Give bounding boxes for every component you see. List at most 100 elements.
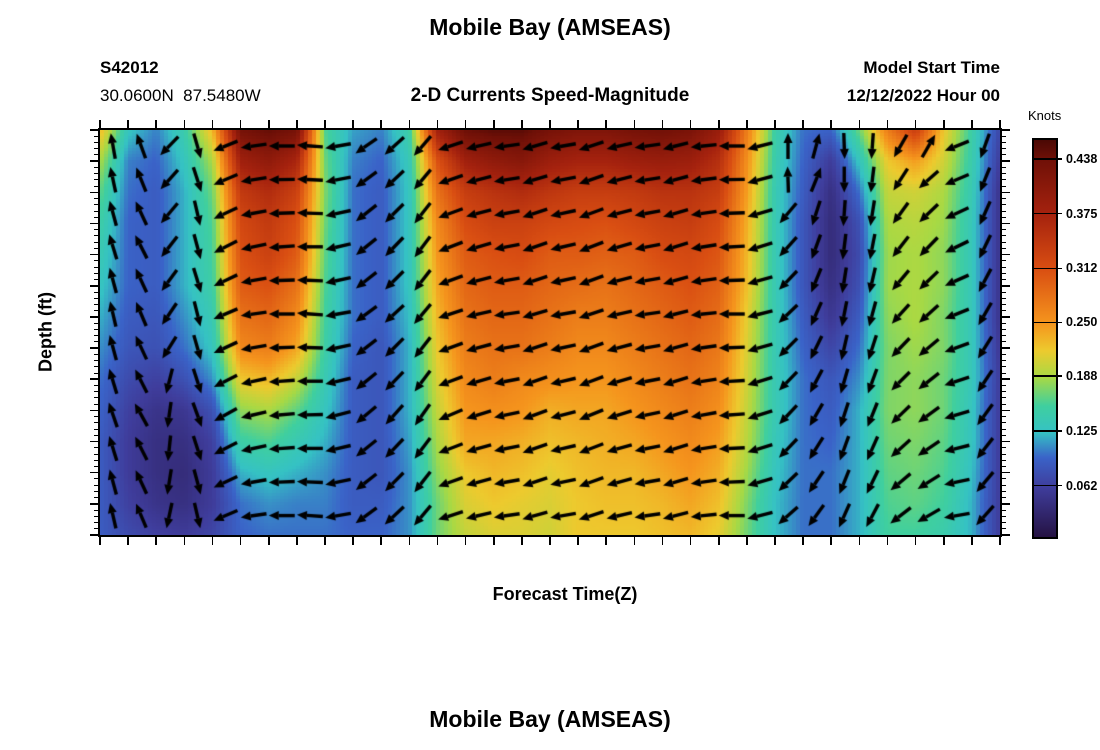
colorbar-title: Knots — [1028, 108, 1062, 123]
y-axis-title: Depth (ft) — [35, 292, 56, 372]
y-axis-tick — [90, 471, 98, 474]
y-axis-right-tick — [1002, 397, 1006, 399]
x-axis-top-tick — [436, 120, 439, 128]
y-axis-tick — [94, 366, 98, 368]
y-axis-right-tick — [1002, 303, 1006, 305]
colorbar-tick — [1034, 375, 1062, 377]
y-axis-tick — [94, 341, 98, 343]
y-axis-right-tick — [1002, 222, 1010, 225]
y-axis-tick — [94, 235, 98, 237]
y-axis-right-tick — [1002, 310, 1006, 312]
y-axis-right-tick — [1002, 534, 1010, 536]
y-axis-tick — [94, 484, 98, 486]
y-axis-tick — [94, 166, 98, 168]
x-axis-tick — [886, 537, 889, 545]
y-axis-right-tick — [1002, 471, 1010, 474]
x-axis-tick — [549, 537, 551, 545]
x-axis-top-tick — [605, 120, 608, 128]
y-axis-right-tick — [1002, 179, 1006, 181]
x-axis-top-tick — [296, 120, 298, 128]
y-axis-tick — [94, 260, 98, 262]
y-axis-tick — [94, 422, 98, 424]
panel-title: Mobile Bay (AMSEAS) — [429, 14, 671, 40]
y-axis-right-tick — [1002, 154, 1006, 156]
x-axis-tick — [774, 537, 776, 545]
colorbar-tick — [1034, 430, 1062, 432]
colorbar-tick-label: 0.250 — [1066, 315, 1098, 330]
y-axis-tick — [90, 160, 98, 162]
next-panel-title: Mobile Bay (AMSEAS) — [429, 706, 671, 732]
y-axis-tick — [94, 210, 98, 212]
y-axis-tick — [94, 135, 98, 137]
x-axis-top-tick — [717, 120, 720, 128]
x-axis-top-tick — [971, 120, 973, 128]
y-axis-right-tick — [1002, 440, 1010, 443]
model-start-time-value: 12/12/2022 Hour 00 — [846, 86, 1000, 105]
y-axis-tick — [94, 497, 98, 499]
y-axis-tick — [94, 204, 98, 206]
y-axis-right-tick — [1002, 497, 1006, 499]
y-axis-tick — [94, 335, 98, 337]
y-axis-right-tick — [1002, 434, 1006, 436]
y-axis-right-tick — [1002, 272, 1006, 274]
x-axis-tick — [436, 537, 439, 545]
x-axis-top-tick — [521, 120, 523, 128]
y-axis-right-tick — [1002, 384, 1006, 386]
y-axis-tick — [94, 391, 98, 393]
y-axis-right-tick — [1002, 198, 1006, 200]
y-axis-right-tick — [1002, 515, 1006, 517]
colorbar-tick-label: 0.062 — [1066, 478, 1098, 493]
x-axis-tick — [380, 537, 383, 545]
x-axis-top-tick — [999, 120, 1001, 128]
station-coordinates: 30.0600N 87.5480W — [100, 86, 261, 105]
y-axis-tick — [94, 522, 98, 524]
model-start-time-label: Model Start Time — [863, 58, 1000, 77]
x-axis-tick — [296, 537, 298, 545]
y-axis-right-tick — [1002, 403, 1006, 405]
y-axis-tick — [90, 316, 98, 318]
x-axis-top-tick — [99, 120, 101, 128]
x-axis-top-tick — [802, 120, 804, 128]
y-axis-right-tick — [1002, 522, 1006, 524]
y-axis-tick — [90, 222, 98, 225]
x-axis-tick — [267, 537, 270, 545]
x-axis-tick — [942, 537, 945, 545]
y-axis-tick — [94, 397, 98, 399]
y-axis-right-tick — [1002, 484, 1006, 486]
y-axis-tick — [94, 459, 98, 461]
y-axis-tick — [94, 247, 98, 249]
y-axis-tick — [94, 447, 98, 449]
y-axis-right-tick — [1002, 341, 1006, 343]
y-axis-tick — [90, 129, 98, 131]
y-axis-right-tick — [1002, 247, 1006, 249]
y-axis-right-tick — [1002, 391, 1006, 393]
x-axis-tick — [492, 537, 495, 545]
y-axis-right-tick — [1002, 478, 1006, 480]
currents-heatmap-canvas — [100, 130, 1000, 535]
colorbar — [1032, 138, 1058, 539]
y-axis-tick — [94, 528, 98, 530]
colorbar-tick-label: 0.188 — [1066, 369, 1098, 384]
y-axis-tick — [94, 185, 98, 187]
plot-area — [98, 128, 1002, 537]
y-axis-right-tick — [1002, 279, 1006, 281]
y-axis-right-tick — [1002, 216, 1006, 218]
y-axis-right-tick — [1002, 129, 1010, 131]
x-axis-top-tick — [661, 120, 664, 128]
colorbar-tick-label: 0.125 — [1066, 423, 1098, 438]
y-axis-right-tick — [1002, 210, 1006, 212]
x-axis-top-tick — [689, 120, 692, 128]
y-axis-tick — [94, 198, 98, 200]
y-axis-right-tick — [1002, 372, 1006, 374]
y-axis-tick — [94, 428, 98, 430]
colorbar-tick — [1034, 212, 1062, 215]
x-axis-top-tick — [746, 120, 748, 128]
y-axis-tick — [90, 284, 98, 287]
y-axis-tick — [90, 503, 98, 505]
y-axis-right-tick — [1002, 166, 1006, 168]
x-axis-top-tick — [633, 120, 636, 128]
x-axis-tick — [577, 537, 579, 545]
y-axis-right-tick — [1002, 185, 1006, 187]
x-axis-title: Forecast Time(Z) — [492, 584, 638, 604]
y-axis-tick — [94, 179, 98, 181]
